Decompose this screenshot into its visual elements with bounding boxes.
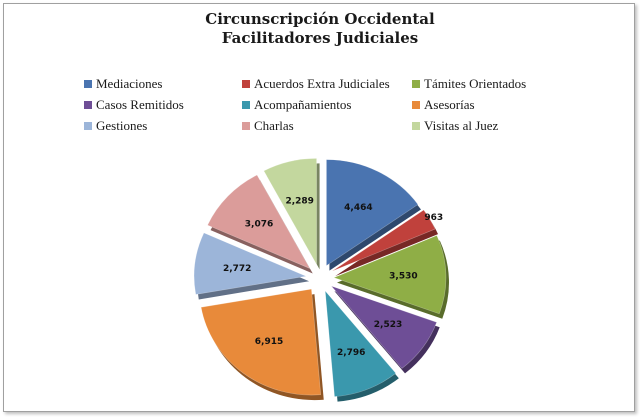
legend-swatch <box>242 101 250 109</box>
legend-label: Acuerdos Extra Judiciales <box>254 76 390 91</box>
data-labels: 4,464 963 3,530 2,523 2,796 6,915 2,772 3,076 2,… <box>223 197 443 358</box>
data-label: 4,464 <box>344 203 372 213</box>
legend-swatch <box>412 101 420 109</box>
data-label: 3,530 <box>389 272 417 282</box>
data-label: 963 <box>424 213 443 223</box>
pie-slice <box>207 174 313 274</box>
pie-slice-top <box>193 232 308 295</box>
legend-swatch <box>412 122 420 130</box>
pie-slices <box>193 158 449 402</box>
chart-legend: Mediaciones Acuerdos Extra Judiciales Támi… <box>84 76 554 133</box>
pie-slice-top <box>200 288 322 396</box>
legend-item: Acuerdos Extra Judiciales <box>242 76 412 91</box>
legend-item: Gestiones <box>84 118 242 133</box>
legend-label: Casos Remitidos <box>96 97 184 112</box>
pie-slice-top <box>330 285 438 369</box>
legend-label: Mediaciones <box>96 76 163 91</box>
legend-swatch <box>84 122 92 130</box>
chart-title: Circunscripción Occidental <box>205 10 435 28</box>
legend-item: Mediaciones <box>84 76 242 91</box>
pie-slice <box>330 285 440 374</box>
pie-slice <box>333 235 449 319</box>
legend-item: Támites Orientados <box>412 76 554 91</box>
legend-swatch <box>84 101 92 109</box>
pie-slice <box>324 290 399 402</box>
legend-item: Charlas <box>242 118 412 133</box>
pie-slice-top <box>332 209 436 272</box>
data-label: 3,076 <box>245 220 273 230</box>
pie-slice-top <box>333 235 447 315</box>
legend-swatch <box>84 80 92 88</box>
pie-slice <box>193 232 310 300</box>
data-label: 6,915 <box>255 337 283 347</box>
pie-slice-top <box>207 174 311 270</box>
legend-label: Acompañamientos <box>254 97 352 112</box>
pie-slice-top <box>263 158 317 266</box>
legend-item: Casos Remitidos <box>84 97 242 112</box>
pie-slice-top <box>326 159 419 267</box>
legend-swatch <box>242 122 250 130</box>
pie-slice <box>332 209 439 277</box>
legend-item: Acompañamientos <box>242 97 412 112</box>
legend-label: Asesorías <box>424 97 475 112</box>
pie-slice <box>326 159 421 271</box>
legend-swatch <box>242 80 250 88</box>
pie-slice-top <box>324 290 397 397</box>
data-label: 2,772 <box>223 264 251 274</box>
legend-item: Visitas al Juez <box>412 118 554 133</box>
data-label: 2,796 <box>337 348 365 358</box>
legend-label: Charlas <box>254 118 294 133</box>
chart-subtitle: Facilitadores Judiciales <box>221 29 419 47</box>
pie-slice <box>263 158 320 270</box>
legend-label: Gestiones <box>96 118 148 133</box>
data-label: 2,289 <box>285 197 313 207</box>
data-label: 2,523 <box>374 320 402 330</box>
pie-slice <box>200 288 324 401</box>
legend-swatch <box>412 80 420 88</box>
legend-label: Visitas al Juez <box>424 118 499 133</box>
legend-item: Asesorías <box>412 97 554 112</box>
legend-label: Támites Orientados <box>424 76 527 91</box>
